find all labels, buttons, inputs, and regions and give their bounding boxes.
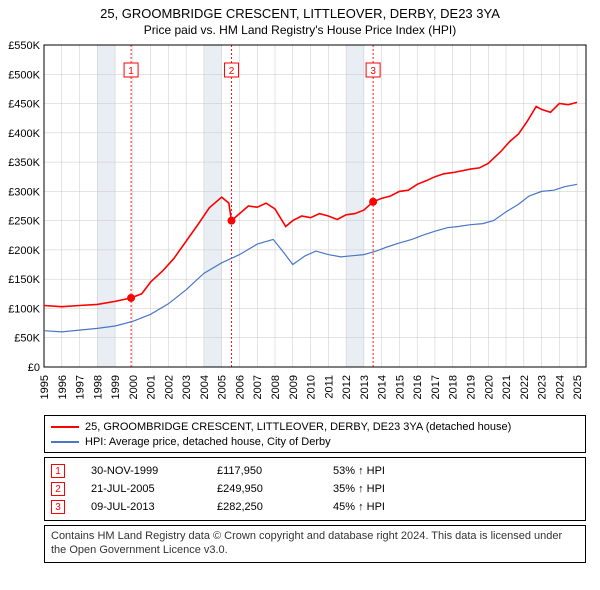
svg-text:2009: 2009 (288, 375, 300, 399)
chart-title-address: 25, GROOMBRIDGE CRESCENT, LITTLEOVER, DE… (0, 6, 600, 21)
svg-text:2001: 2001 (146, 375, 158, 399)
attribution-box: Contains HM Land Registry data © Crown c… (44, 525, 586, 563)
legend-item: 25, GROOMBRIDGE CRESCENT, LITTLEOVER, DE… (51, 419, 579, 434)
svg-text:2025: 2025 (572, 375, 584, 399)
svg-text:1: 1 (128, 66, 134, 77)
svg-text:2013: 2013 (359, 375, 371, 399)
event-delta: 53% ↑ HPI (333, 465, 423, 477)
svg-text:2021: 2021 (501, 375, 513, 399)
svg-text:2016: 2016 (412, 375, 424, 399)
svg-text:£50K: £50K (14, 333, 40, 345)
event-date: 09-JUL-2013 (91, 501, 191, 513)
svg-text:£300K: £300K (8, 186, 40, 198)
svg-text:1999: 1999 (110, 375, 122, 399)
legend-item: HPI: Average price, detached house, City… (51, 434, 579, 449)
legend-label: 25, GROOMBRIDGE CRESCENT, LITTLEOVER, DE… (85, 421, 511, 433)
svg-text:2018: 2018 (448, 375, 460, 399)
event-delta: 45% ↑ HPI (333, 501, 423, 513)
svg-text:2015: 2015 (394, 375, 406, 399)
svg-text:3: 3 (370, 66, 376, 77)
line-chart: 1 2 3 £0 £50K £100K £150K £200K £250K £300K £350K £… (0, 39, 600, 409)
event-date: 30-NOV-1999 (91, 465, 191, 477)
svg-text:£250K: £250K (8, 216, 40, 228)
event-row: 2 21-JUL-2005 £249,950 35% ↑ HPI (51, 480, 579, 498)
events-table: 1 30-NOV-1999 £117,950 53% ↑ HPI 2 21-JU… (44, 457, 586, 521)
svg-text:2: 2 (229, 66, 235, 77)
svg-text:1996: 1996 (57, 375, 69, 399)
svg-text:£0: £0 (28, 362, 40, 374)
event-row: 3 09-JUL-2013 £282,250 45% ↑ HPI (51, 498, 579, 516)
svg-text:£450K: £450K (8, 99, 40, 111)
svg-text:2007: 2007 (252, 375, 264, 399)
svg-text:£350K: £350K (8, 157, 40, 169)
svg-text:2005: 2005 (217, 375, 229, 399)
event-row: 1 30-NOV-1999 £117,950 53% ↑ HPI (51, 462, 579, 480)
svg-text:2022: 2022 (519, 375, 531, 399)
event-price: £282,250 (217, 501, 307, 513)
svg-text:2014: 2014 (377, 375, 389, 399)
svg-text:£200K: £200K (8, 245, 40, 257)
svg-text:2023: 2023 (537, 375, 549, 399)
svg-text:1997: 1997 (75, 375, 87, 399)
event-date: 21-JUL-2005 (91, 483, 191, 495)
svg-text:2010: 2010 (306, 375, 318, 399)
event-marker-icon: 3 (51, 500, 65, 514)
svg-text:2020: 2020 (483, 375, 495, 399)
legend-label: HPI: Average price, detached house, City… (85, 436, 331, 448)
event-delta: 35% ↑ HPI (333, 483, 423, 495)
svg-text:2006: 2006 (234, 375, 246, 399)
legend-box: 25, GROOMBRIDGE CRESCENT, LITTLEOVER, DE… (44, 415, 586, 453)
chart-area: 1 2 3 £0 £50K £100K £150K £200K £250K £300K £350K £… (0, 39, 600, 409)
svg-text:2000: 2000 (128, 375, 140, 399)
svg-text:2019: 2019 (465, 375, 477, 399)
chart-title-block: 25, GROOMBRIDGE CRESCENT, LITTLEOVER, DE… (0, 0, 600, 39)
svg-text:2008: 2008 (270, 375, 282, 399)
svg-text:1995: 1995 (39, 375, 51, 399)
svg-text:£400K: £400K (8, 128, 40, 140)
event-price: £249,950 (217, 483, 307, 495)
svg-text:£500K: £500K (8, 69, 40, 81)
svg-text:1998: 1998 (92, 375, 104, 399)
chart-title-subtitle: Price paid vs. HM Land Registry's House … (0, 23, 600, 37)
svg-text:2012: 2012 (341, 375, 353, 399)
svg-text:£150K: £150K (8, 274, 40, 286)
event-marker-icon: 2 (51, 482, 65, 496)
svg-text:2024: 2024 (554, 375, 566, 399)
svg-text:2002: 2002 (163, 375, 175, 399)
svg-text:£100K: £100K (8, 303, 40, 315)
page: 25, GROOMBRIDGE CRESCENT, LITTLEOVER, DE… (0, 0, 600, 563)
svg-text:2011: 2011 (323, 375, 335, 399)
legend-swatch (51, 441, 79, 443)
svg-text:2003: 2003 (181, 375, 193, 399)
svg-text:2017: 2017 (430, 375, 442, 399)
event-marker-icon: 1 (51, 464, 65, 478)
svg-text:2004: 2004 (199, 375, 211, 399)
event-price: £117,950 (217, 465, 307, 477)
svg-text:£550K: £550K (8, 40, 40, 52)
legend-swatch (51, 426, 79, 428)
